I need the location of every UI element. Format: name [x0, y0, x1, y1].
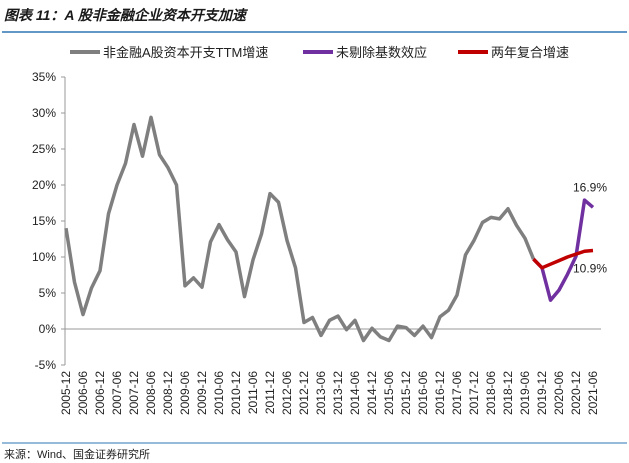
x-tick-label: 2013-12: [331, 371, 345, 415]
x-tick-label: 2014-06: [348, 371, 362, 415]
y-tick-label: 35%: [32, 70, 56, 84]
x-tick-label: 2013-06: [314, 371, 328, 415]
x-tick-label: 2012-06: [280, 371, 294, 415]
y-tick-label: 10%: [32, 250, 56, 264]
x-tick-label: 2011-06: [246, 371, 260, 414]
x-tick-label: 2006-12: [93, 371, 107, 415]
series-line: [532, 248, 594, 270]
y-tick-label: -5%: [35, 358, 57, 372]
y-tick-label: 25%: [32, 142, 56, 156]
x-tick-label: 2010-12: [229, 371, 243, 415]
x-tick-label: 2016-12: [433, 371, 447, 415]
x-tick-label: 2017-12: [467, 371, 481, 415]
legend-label: 两年复合增速: [491, 45, 569, 60]
x-tick-label: 2020-06: [552, 371, 566, 415]
x-tick-label: 2012-12: [297, 371, 311, 415]
x-tick-label: 2018-06: [484, 371, 498, 415]
y-tick-label: 30%: [32, 106, 56, 120]
x-tick-label: 2010-06: [212, 371, 226, 415]
x-tick-label: 2016-06: [416, 371, 430, 415]
x-tick-label: 2015-12: [399, 371, 413, 415]
x-tick-label: 2021-06: [586, 371, 600, 415]
data-label: 10.9%: [573, 262, 607, 276]
x-tick-label: 2014-12: [365, 371, 379, 415]
series-line: [532, 198, 595, 302]
x-tick-label: 2019-12: [535, 371, 549, 415]
x-tick-label: 2005-12: [59, 371, 73, 415]
x-tick-label: 2018-12: [501, 371, 515, 415]
y-tick-label: 5%: [39, 286, 57, 300]
x-tick-label: 2006-06: [76, 371, 90, 415]
y-tick-label: 0%: [39, 322, 57, 336]
legend-label: 未剔除基数效应: [336, 45, 427, 60]
x-tick-label: 2008-12: [161, 371, 175, 415]
x-tick-label: 2008-06: [144, 371, 158, 415]
y-tick-label: 15%: [32, 214, 56, 228]
x-tick-label: 2007-06: [110, 371, 124, 415]
x-tick-label: 2020-12: [569, 371, 583, 415]
x-tick-label: 2009-12: [195, 371, 209, 415]
series-line: [64, 115, 536, 343]
chart-title: 图表 11：A 股非金融企业资本开支加速: [4, 7, 249, 23]
x-tick-label: 2017-06: [450, 371, 464, 415]
x-tick-label: 2007-12: [127, 371, 141, 415]
legend-label: 非金融A股资本开支TTM增速: [103, 45, 268, 60]
source: 来源：Wind、国金证券研究所: [4, 447, 150, 461]
x-tick-label: 2009-06: [178, 371, 192, 415]
y-tick-label: 20%: [32, 178, 56, 192]
x-tick-label: 2015-06: [382, 371, 396, 415]
x-tick-label: 2019-06: [518, 371, 532, 415]
x-tick-label: 2011-12: [263, 371, 277, 414]
data-label: 16.9%: [573, 180, 607, 194]
